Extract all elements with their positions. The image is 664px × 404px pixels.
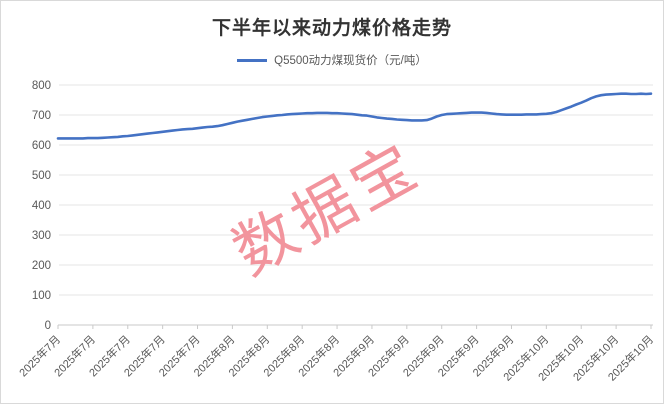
svg-text:700: 700 bbox=[32, 110, 51, 122]
chart-title: 下半年以来动力煤价格走势 bbox=[211, 18, 452, 39]
chart-legend: Q5500动力煤现货价（元/吨） bbox=[1, 52, 663, 68]
svg-text:800: 800 bbox=[32, 80, 51, 92]
svg-text:400: 400 bbox=[32, 200, 51, 212]
svg-text:100: 100 bbox=[32, 290, 51, 302]
svg-text:500: 500 bbox=[32, 170, 51, 182]
legend-series-label: Q5500动力煤现货价（元/吨） bbox=[274, 55, 427, 67]
svg-text:0: 0 bbox=[45, 320, 51, 332]
svg-text:600: 600 bbox=[32, 140, 51, 152]
legend-line-icon bbox=[237, 58, 268, 62]
svg-text:200: 200 bbox=[32, 260, 51, 272]
svg-text:300: 300 bbox=[32, 230, 51, 242]
